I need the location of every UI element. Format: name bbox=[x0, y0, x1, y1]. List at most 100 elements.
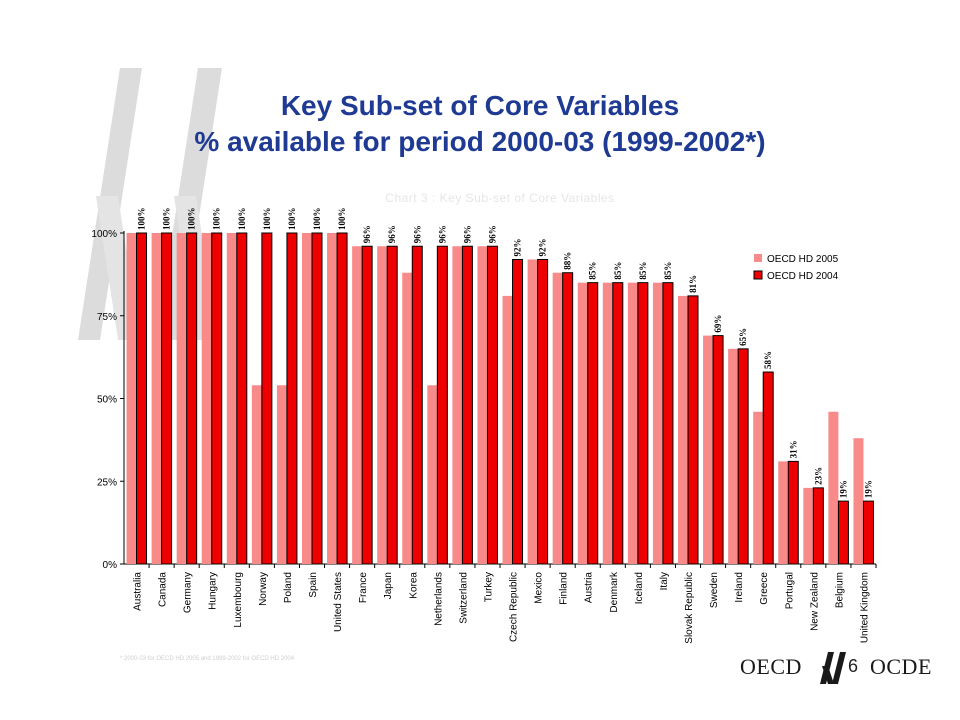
category-label: Finland bbox=[559, 572, 570, 605]
bar-oecd-hd-2004 bbox=[537, 258, 549, 565]
bar-oecd-hd-2005 bbox=[502, 295, 513, 564]
bar-oecd-hd-2004 bbox=[311, 232, 323, 565]
page-number: 6 bbox=[847, 656, 858, 676]
bar-oecd-hd-2005 bbox=[126, 233, 137, 564]
category-label: Germany bbox=[183, 572, 194, 613]
data-label: 96% bbox=[412, 225, 422, 243]
bar-oecd-hd-2005 bbox=[753, 411, 764, 564]
bar-oecd-hd-2005 bbox=[377, 246, 388, 565]
bar-oecd-hd-2004 bbox=[837, 500, 849, 565]
logo-chevron-icon bbox=[820, 652, 846, 684]
bar-oecd-hd-2005 bbox=[552, 272, 563, 564]
category-label: Italy bbox=[659, 572, 670, 590]
y-tick-label: 25% bbox=[97, 477, 117, 488]
bar-oecd-hd-2004 bbox=[812, 487, 824, 565]
slide-title-line-2: % available for period 2000-03 (1999-200… bbox=[194, 126, 766, 157]
data-label: 100% bbox=[337, 208, 347, 231]
bar-oecd-hd-2005 bbox=[477, 246, 488, 565]
bar-oecd-hd-2005 bbox=[678, 295, 688, 564]
category-label: Korea bbox=[408, 572, 419, 599]
bar-oecd-hd-2005 bbox=[402, 272, 413, 564]
category-label: New Zealand bbox=[809, 572, 820, 631]
category-label: Denmark bbox=[609, 571, 620, 613]
bar-oecd-hd-2004 bbox=[787, 460, 799, 565]
y-tick-label: 100% bbox=[91, 229, 117, 240]
logo-text-ocde: OCDE bbox=[870, 654, 932, 679]
y-tick-label: 75% bbox=[97, 312, 117, 323]
data-label: 65% bbox=[738, 328, 748, 346]
bar-oecd-hd-2005 bbox=[778, 461, 789, 564]
bar-oecd-hd-2005 bbox=[452, 246, 463, 565]
category-label: Japan bbox=[383, 572, 394, 599]
category-label: France bbox=[358, 572, 369, 604]
bar-oecd-hd-2005 bbox=[251, 385, 262, 564]
data-label: 100% bbox=[262, 208, 272, 231]
data-label: 100% bbox=[187, 208, 197, 231]
data-label: 100% bbox=[212, 208, 222, 231]
category-label: Portugal bbox=[784, 572, 795, 609]
category-label: Poland bbox=[283, 572, 294, 603]
category-label: Hungary bbox=[208, 572, 219, 610]
data-label: 85% bbox=[663, 262, 673, 280]
data-label: 92% bbox=[513, 238, 523, 256]
bar-oecd-hd-2004 bbox=[336, 232, 348, 565]
bar-oecd-hd-2004 bbox=[587, 282, 599, 565]
legend-swatch bbox=[754, 254, 762, 262]
category-label: Norway bbox=[258, 572, 269, 606]
bar-oecd-hd-2004 bbox=[562, 272, 574, 565]
bar-oecd-hd-2005 bbox=[302, 233, 312, 564]
bar-oecd-hd-2004 bbox=[737, 348, 749, 565]
category-label: Slovak Republic bbox=[684, 572, 695, 644]
category-label: United States bbox=[333, 572, 344, 632]
bar-oecd-hd-2005 bbox=[652, 282, 663, 564]
bar-oecd-hd-2005 bbox=[828, 411, 839, 564]
data-label: 100% bbox=[237, 208, 247, 230]
slide-title: Key Sub-set of Core Variables % availabl… bbox=[60, 88, 900, 160]
category-label: Spain bbox=[308, 572, 319, 598]
data-label: 96% bbox=[437, 225, 447, 243]
bar-oecd-hd-2004 bbox=[612, 282, 624, 565]
data-label: 58% bbox=[763, 351, 773, 369]
bar-oecd-hd-2005 bbox=[803, 487, 814, 564]
category-label: Czech Republic bbox=[509, 572, 520, 642]
data-label: 19% bbox=[838, 480, 848, 498]
y-tick-label: 0% bbox=[103, 560, 118, 571]
data-label: 85% bbox=[638, 262, 648, 280]
bar-oecd-hd-2005 bbox=[577, 282, 588, 564]
data-label: 100% bbox=[137, 208, 147, 231]
bar-oecd-hd-2005 bbox=[151, 233, 162, 564]
category-label: Austria bbox=[584, 572, 595, 604]
category-label: Ireland bbox=[734, 572, 745, 603]
category-label: Turkey bbox=[483, 572, 494, 602]
bar-oecd-hd-2004 bbox=[261, 232, 273, 565]
bar-oecd-hd-2004 bbox=[161, 232, 173, 565]
bar-oecd-hd-2004 bbox=[211, 232, 223, 565]
bar-oecd-hd-2004 bbox=[662, 282, 674, 565]
bar-oecd-hd-2004 bbox=[762, 371, 774, 565]
bar-oecd-hd-2004 bbox=[512, 258, 524, 565]
data-label: 96% bbox=[387, 225, 397, 243]
data-label: 88% bbox=[563, 252, 573, 270]
category-label: Iceland bbox=[634, 572, 645, 604]
bar-oecd-hd-2005 bbox=[176, 233, 187, 564]
bar-oecd-hd-2004 bbox=[486, 245, 498, 565]
data-label: 81% bbox=[688, 275, 698, 293]
bar-oecd-hd-2004 bbox=[687, 295, 699, 565]
bar-oecd-hd-2005 bbox=[527, 259, 538, 564]
bar-oecd-hd-2004 bbox=[361, 245, 373, 565]
category-label: Greece bbox=[759, 572, 770, 605]
bar-oecd-hd-2005 bbox=[627, 282, 638, 564]
category-label: Belgium bbox=[834, 572, 845, 608]
oecd-logo: OECD 6 OCDE bbox=[740, 646, 940, 690]
bar-oecd-hd-2004 bbox=[286, 232, 298, 565]
data-label: 96% bbox=[487, 225, 497, 243]
data-label: 31% bbox=[788, 440, 798, 458]
category-label: Australia bbox=[133, 572, 144, 611]
bar-oecd-hd-2004 bbox=[186, 232, 198, 565]
data-label: 100% bbox=[287, 208, 297, 231]
category-label: Mexico bbox=[534, 572, 545, 604]
bar-oecd-hd-2005 bbox=[226, 233, 237, 564]
slide-title-line-1: Key Sub-set of Core Variables bbox=[280, 90, 680, 121]
